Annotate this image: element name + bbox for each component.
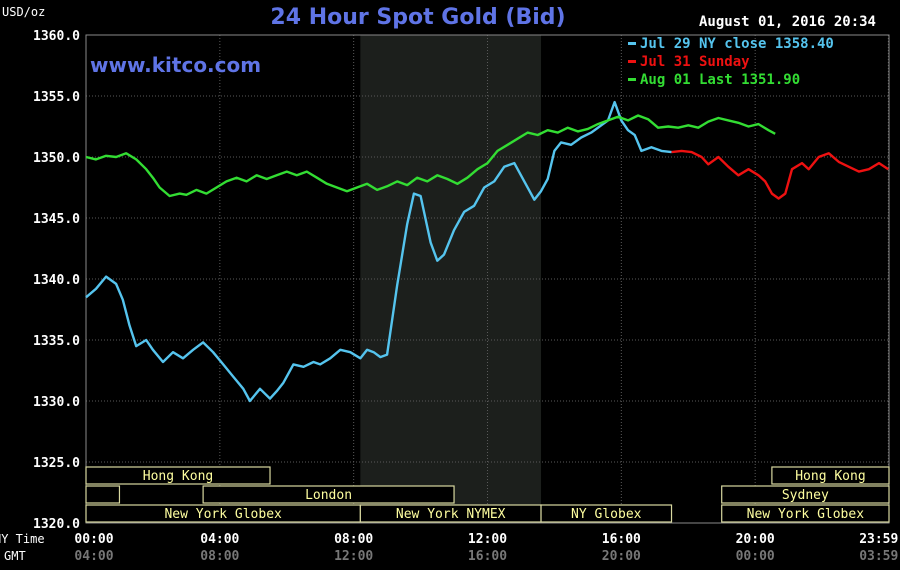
x-tick-label-ny: 04:00 xyxy=(200,532,239,547)
x-tick-label-gmt: 00:00 xyxy=(736,549,775,564)
session-box xyxy=(721,485,890,504)
x-tick-label-gmt: 12:00 xyxy=(334,549,373,564)
legend-entry: Jul 31 Sunday xyxy=(640,54,750,70)
y-tick-labels: 1360.0 1355.0 1350.0 1345.0 1340.0 1335.0 1330… xyxy=(33,29,80,532)
session-label: New York Globex xyxy=(747,507,865,522)
x-tick-label-gmt: 04:00 xyxy=(74,549,113,564)
x-tick-label-ny: 00:00 xyxy=(74,532,113,547)
series-lines xyxy=(85,100,889,403)
x-tick-label-ny: 12:00 xyxy=(468,532,507,547)
y-tick-label: 1350.0 xyxy=(33,151,80,166)
x-tick-label-gmt: 16:00 xyxy=(468,549,507,564)
legend-swatch xyxy=(628,42,636,45)
session-box xyxy=(202,485,455,504)
session-box xyxy=(85,466,271,485)
brand-watermark: www.kitco.com xyxy=(90,53,261,77)
session-label: New York NYMEX xyxy=(396,507,506,522)
y-unit-label: USD/oz xyxy=(2,5,45,19)
x-tick-labels: 00:00 04:00 04:00 08:00 08:00 12:00 12:00 16:00… xyxy=(74,532,898,564)
y-tick-label: 1320.0 xyxy=(33,517,80,532)
chart-title: 24 Hour Spot Gold (Bid) xyxy=(270,5,565,30)
x-tick-label-gmt: 08:00 xyxy=(200,549,239,564)
session-label: Hong Kong xyxy=(795,469,865,484)
session-bars: Hong Kong London New York Globex New York N… xyxy=(85,466,890,523)
session-box xyxy=(85,485,121,504)
y-tick-label: 1345.0 xyxy=(33,212,80,227)
series-line xyxy=(671,149,889,200)
legend: Jul 29 NY close 1358.40 Jul 31 Sunday Aug … xyxy=(628,36,834,88)
session-box xyxy=(771,466,890,485)
session-label: London xyxy=(305,488,352,503)
nymex-shaded-range xyxy=(360,35,542,523)
y-tick-label: 1340.0 xyxy=(33,273,80,288)
session-label: Hong Kong xyxy=(143,469,213,484)
session-box xyxy=(721,504,890,523)
plot-frame xyxy=(85,34,890,524)
y-tick-label: 1335.0 xyxy=(33,334,80,349)
y-tick-label: 1355.0 xyxy=(33,90,80,105)
x-tick-label-ny: 16:00 xyxy=(602,532,641,547)
x-tick-label-ny: 23:59 xyxy=(859,532,898,547)
legend-entry: Jul 29 NY close 1358.40 xyxy=(640,36,834,52)
x-axis-gmt-label: GMT xyxy=(4,549,26,563)
session-label: Sydney xyxy=(782,488,829,503)
series-line xyxy=(85,114,776,198)
x-axis-ny-label: NY Time xyxy=(0,532,45,546)
legend-entry: Aug 01 Last 1351.90 xyxy=(640,72,800,88)
x-tick-label-ny: 08:00 xyxy=(334,532,373,547)
x-tick-label-ny: 20:00 xyxy=(736,532,775,547)
y-tick-label: 1360.0 xyxy=(33,29,80,44)
x-tick-label-gmt: 20:00 xyxy=(602,549,641,564)
series-line xyxy=(85,100,672,403)
session-label: New York Globex xyxy=(164,507,282,522)
legend-swatch xyxy=(628,78,636,81)
x-tick-label-gmt: 03:59 xyxy=(859,549,898,564)
session-label: NY Globex xyxy=(571,507,642,522)
y-tick-label: 1325.0 xyxy=(33,456,80,471)
session-box xyxy=(540,504,673,523)
date-label: August 01, 2016 20:34 xyxy=(699,14,876,30)
legend-swatch xyxy=(628,60,636,63)
y-tick-label: 1330.0 xyxy=(33,395,80,410)
